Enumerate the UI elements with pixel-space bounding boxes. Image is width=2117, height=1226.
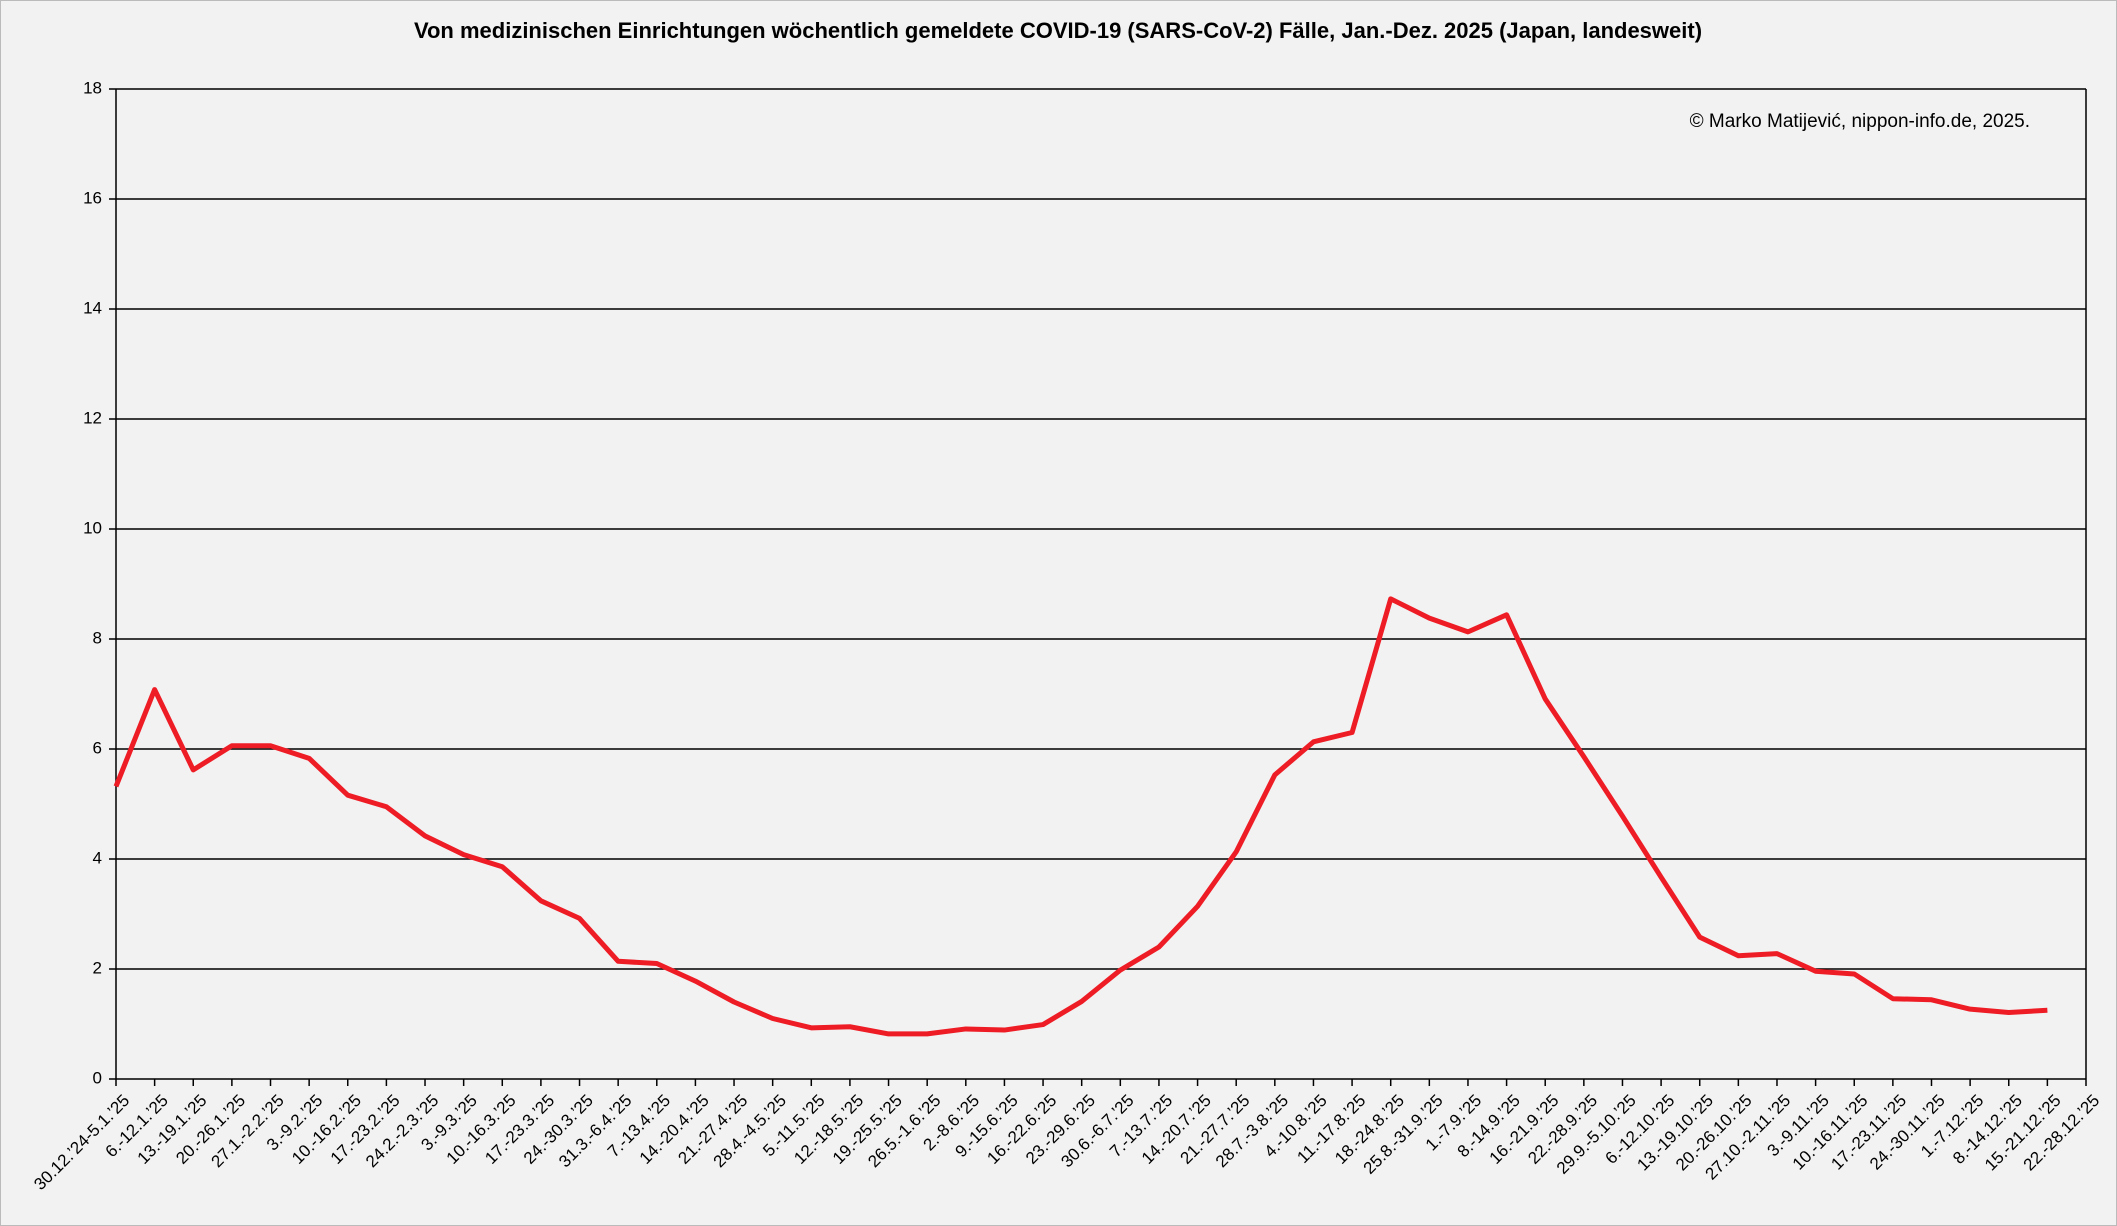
annotation: © Marko Matijević, nippon-info.de, 2025. bbox=[1690, 111, 2030, 132]
y-tick-label: 6 bbox=[93, 738, 102, 757]
y-tick-label: 12 bbox=[83, 408, 102, 427]
y-tick-label: 16 bbox=[83, 188, 102, 207]
y-tick-label: 14 bbox=[83, 298, 102, 317]
y-tick-label: 4 bbox=[93, 848, 102, 867]
y-tick-label: 10 bbox=[83, 518, 102, 537]
chart-title: Von medizinischen Einrichtungen wöchentl… bbox=[414, 18, 1702, 43]
y-tick-label: 2 bbox=[93, 958, 102, 977]
data-line bbox=[113, 596, 2048, 1037]
y-tick-label: 8 bbox=[93, 628, 102, 647]
y-tick-label: 0 bbox=[93, 1068, 102, 1087]
y-tick-label: 18 bbox=[83, 78, 102, 97]
